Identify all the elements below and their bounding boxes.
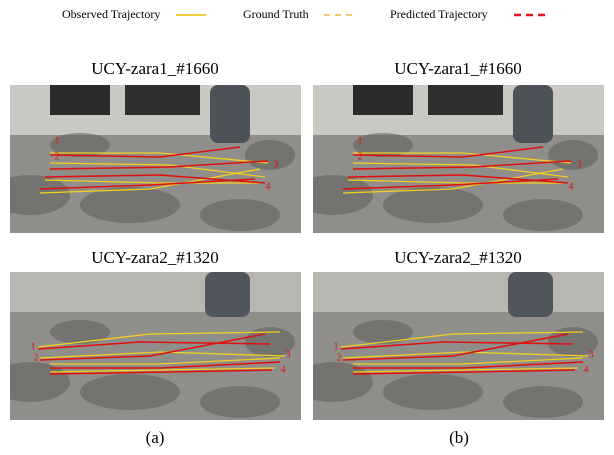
shadow xyxy=(383,187,483,223)
shadow xyxy=(80,187,180,223)
shadow xyxy=(503,199,583,231)
caption: (b) xyxy=(449,428,469,447)
agent-label: 3 xyxy=(274,159,279,170)
shadow xyxy=(200,199,280,231)
legend-label: Ground Truth xyxy=(243,7,309,21)
agent-label: 2 xyxy=(337,352,342,363)
window xyxy=(125,85,200,115)
agent-label: 3 xyxy=(589,349,594,360)
panel-title: UCY-zara2_#1320 xyxy=(394,248,521,267)
shadow xyxy=(383,374,483,410)
agent-label: 4 xyxy=(266,181,271,192)
panel-title: UCY-zara2_#1320 xyxy=(91,248,218,267)
shadow xyxy=(245,140,295,170)
agent-label: 1 xyxy=(31,341,36,352)
agent-label: 1 xyxy=(358,135,363,146)
shadow xyxy=(353,320,413,344)
legend-label: Observed Trajectory xyxy=(62,7,160,21)
agent-label: 1 xyxy=(55,135,60,146)
panel-title: UCY-zara1_#1660 xyxy=(91,59,218,78)
agent-label: 2 xyxy=(358,151,363,162)
car xyxy=(508,272,553,317)
agent-label: 1 xyxy=(334,341,339,352)
photo: 12 34 xyxy=(293,272,604,420)
figure: Observed Trajectory Ground Truth Predict… xyxy=(0,0,614,455)
sidewalk xyxy=(10,272,301,312)
photo: 1 2 34 xyxy=(0,85,301,233)
agent-label: 3 xyxy=(577,159,582,170)
caption: (a) xyxy=(146,428,165,447)
shadow xyxy=(80,374,180,410)
agent-label: 2 xyxy=(55,151,60,162)
panel-title: UCY-zara1_#1660 xyxy=(394,59,521,78)
window xyxy=(353,85,413,115)
photo: 1 2 34 xyxy=(293,85,604,233)
car xyxy=(210,85,250,143)
car xyxy=(205,272,250,317)
shadow xyxy=(293,175,373,215)
agent-label: 2 xyxy=(34,352,39,363)
agent-label: 3 xyxy=(286,349,291,360)
legend-label: Predicted Trajectory xyxy=(390,7,488,21)
agent-label: 4 xyxy=(569,181,574,192)
photo: 12 34 xyxy=(0,272,301,420)
window xyxy=(428,85,503,115)
shadow xyxy=(50,320,110,344)
shadow xyxy=(200,386,280,418)
agent-label: 4 xyxy=(281,364,286,375)
sidewalk xyxy=(313,272,604,312)
shadow xyxy=(503,386,583,418)
window xyxy=(50,85,110,115)
agent-label: 4 xyxy=(584,364,589,375)
car xyxy=(513,85,553,143)
shadow xyxy=(548,140,598,170)
